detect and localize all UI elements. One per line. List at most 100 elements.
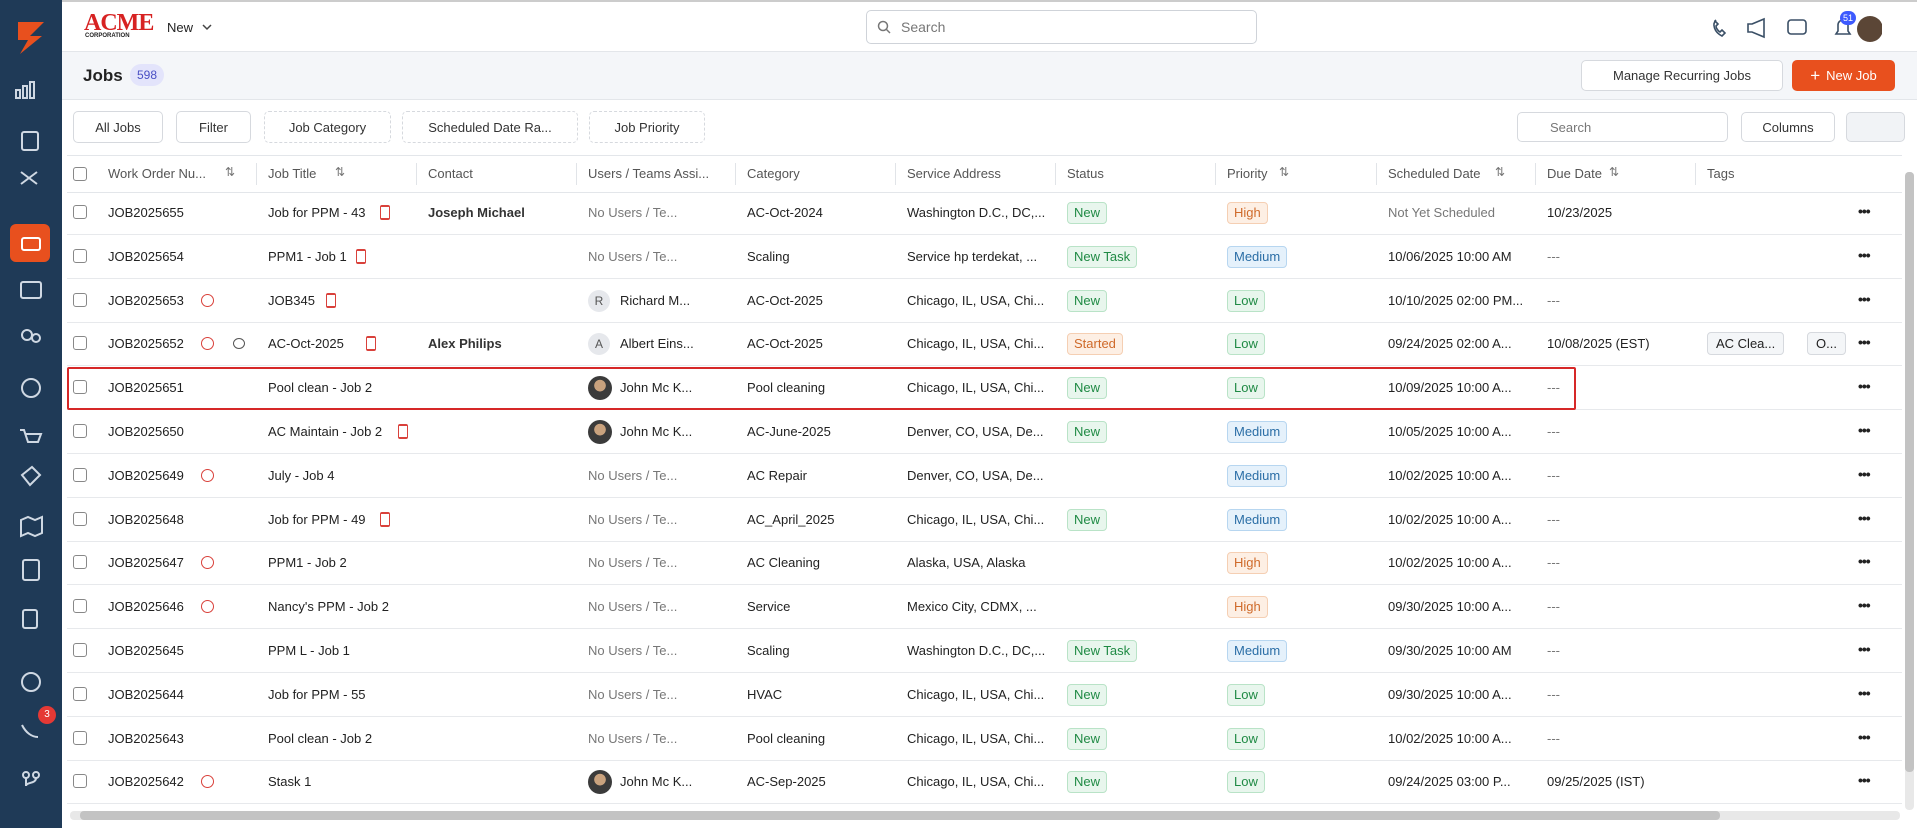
row-menu[interactable]: ••• xyxy=(1858,772,1871,789)
filter-chip[interactable]: Job Category xyxy=(264,111,391,143)
user-avatar xyxy=(588,770,612,795)
address: Mexico City, CDMX, ... xyxy=(907,599,1037,615)
work-order[interactable]: JOB2025650 xyxy=(108,424,184,439)
column-header[interactable]: Tags xyxy=(1707,166,1735,181)
row-menu[interactable]: ••• xyxy=(1858,553,1871,570)
priority-badge: Medium xyxy=(1227,640,1288,662)
checkbox[interactable] xyxy=(73,643,87,657)
job-title[interactable]: AC-Oct-2025 xyxy=(268,336,344,352)
checkbox[interactable] xyxy=(73,424,87,438)
view-select[interactable]: All Jobs xyxy=(73,111,163,143)
work-order[interactable]: JOB2025643 xyxy=(108,730,184,746)
row-menu[interactable]: ••• xyxy=(1858,246,1871,263)
row-menu[interactable]: ••• xyxy=(1858,509,1871,526)
work-order[interactable]: JOB2025644 xyxy=(108,686,184,702)
filter-button[interactable]: Filter xyxy=(176,111,251,143)
user-initial: A xyxy=(588,333,610,356)
sort-icon: ⇅ xyxy=(1609,165,1620,179)
address: Service hp terdekat, ... xyxy=(907,248,1038,264)
new-menu[interactable]: New xyxy=(167,20,194,35)
row-menu[interactable]: ••• xyxy=(1858,465,1871,482)
column-header[interactable]: Due Date xyxy=(1547,166,1602,181)
work-order[interactable]: JOB2025654 xyxy=(108,248,184,264)
job-title[interactable]: Pool clean - Job 2 xyxy=(268,380,373,396)
status-badge: New Task xyxy=(1067,245,1138,268)
work-order[interactable]: JOB2025646 xyxy=(108,599,184,615)
work-order[interactable]: JOB2025647 xyxy=(108,555,184,571)
work-order[interactable]: JOB2025653 xyxy=(108,292,184,308)
row-menu[interactable]: ••• xyxy=(1858,203,1871,219)
row-menu[interactable]: ••• xyxy=(1858,334,1871,351)
job-title[interactable]: PPM L - Job 1 xyxy=(268,643,350,658)
column-header[interactable]: Work Order Nu... xyxy=(108,166,207,181)
work-order[interactable]: JOB2025655 xyxy=(108,205,184,220)
users: No Users / Te... xyxy=(588,511,678,527)
row xyxy=(67,453,1902,454)
checkbox[interactable] xyxy=(73,511,87,526)
priority-badge: Low xyxy=(1227,727,1265,750)
work-order[interactable]: JOB2025651 xyxy=(108,380,184,396)
column-header[interactable]: Users / Teams Assi... xyxy=(588,166,710,181)
job-title[interactable]: Job for PPM - 49 xyxy=(268,511,366,527)
column-header[interactable]: Contact xyxy=(428,166,473,181)
row-menu[interactable]: ••• xyxy=(1858,728,1871,745)
column-header[interactable]: Priority xyxy=(1227,166,1268,181)
column-header[interactable]: Scheduled Date xyxy=(1388,166,1481,181)
columns-button[interactable]: Columns xyxy=(1741,112,1835,142)
job-title[interactable]: PPM1 - Job 1 xyxy=(268,248,347,264)
checkbox[interactable] xyxy=(73,292,87,307)
global-search[interactable]: Search xyxy=(866,10,1257,44)
row-menu[interactable]: ••• xyxy=(1858,290,1871,307)
column-header[interactable]: Status xyxy=(1067,166,1104,181)
row-menu[interactable]: ••• xyxy=(1858,378,1871,395)
address: Chicago, IL, USA, Chi... xyxy=(907,686,1045,702)
column-divider xyxy=(1215,163,1216,185)
chevron xyxy=(202,24,212,31)
row-menu[interactable]: ••• xyxy=(1858,641,1871,657)
new-job-button[interactable]: + New Job xyxy=(1792,60,1895,91)
filter-chip[interactable]: Scheduled Date Ra... xyxy=(402,111,578,143)
due-date: --- xyxy=(1547,643,1560,658)
due-date: --- xyxy=(1547,555,1560,571)
v-scrollbar[interactable] xyxy=(1905,172,1914,810)
row-menu[interactable]: ••• xyxy=(1858,597,1871,614)
job-title[interactable]: July - Job 4 xyxy=(268,467,335,483)
column-header[interactable]: Category xyxy=(747,166,800,181)
checkbox[interactable] xyxy=(73,205,87,219)
job-title[interactable]: Nancy's PPM - Job 2 xyxy=(268,599,389,615)
work-order[interactable]: JOB2025652 xyxy=(108,336,184,352)
job-title[interactable]: Job for PPM - 43 xyxy=(268,205,366,220)
filter-chip[interactable]: Job Priority xyxy=(589,111,705,143)
job-title[interactable]: Pool clean - Job 2 xyxy=(268,730,373,746)
checkbox[interactable] xyxy=(73,599,87,614)
checkbox[interactable] xyxy=(73,730,87,745)
job-title[interactable]: AC Maintain - Job 2 xyxy=(268,424,383,439)
checkbox[interactable] xyxy=(73,467,87,482)
work-order[interactable]: JOB2025645 xyxy=(108,643,184,658)
h-scrollbar[interactable] xyxy=(70,811,1900,820)
checkbox[interactable] xyxy=(73,774,87,789)
checkbox[interactable] xyxy=(73,167,87,181)
checkbox[interactable] xyxy=(73,248,87,263)
work-order[interactable]: JOB2025648 xyxy=(108,511,184,527)
work-order[interactable]: JOB2025642 xyxy=(108,774,184,790)
manage-recurring-button[interactable]: Manage Recurring Jobs xyxy=(1581,60,1783,91)
row-menu[interactable]: ••• xyxy=(1858,684,1871,701)
checkbox[interactable] xyxy=(73,686,87,701)
table-search[interactable]: Search xyxy=(1517,112,1728,142)
row-menu[interactable]: ••• xyxy=(1858,422,1871,438)
job-title[interactable]: JOB345 xyxy=(268,292,315,308)
view-toggle[interactable] xyxy=(1846,112,1905,142)
checkbox[interactable] xyxy=(73,380,87,395)
work-order[interactable]: JOB2025649 xyxy=(108,467,184,483)
column-header[interactable]: Job Title xyxy=(268,166,317,181)
checkbox[interactable] xyxy=(73,555,87,570)
job-title[interactable]: Stask 1 xyxy=(268,774,312,790)
column-header[interactable]: Service Address xyxy=(907,166,1001,181)
job-title[interactable]: PPM1 - Job 2 xyxy=(268,555,347,571)
row xyxy=(67,496,1902,498)
checkbox[interactable] xyxy=(73,336,87,351)
job-title[interactable]: Job for PPM - 55 xyxy=(268,686,366,702)
active-nav[interactable] xyxy=(10,224,50,262)
row xyxy=(67,628,1902,630)
